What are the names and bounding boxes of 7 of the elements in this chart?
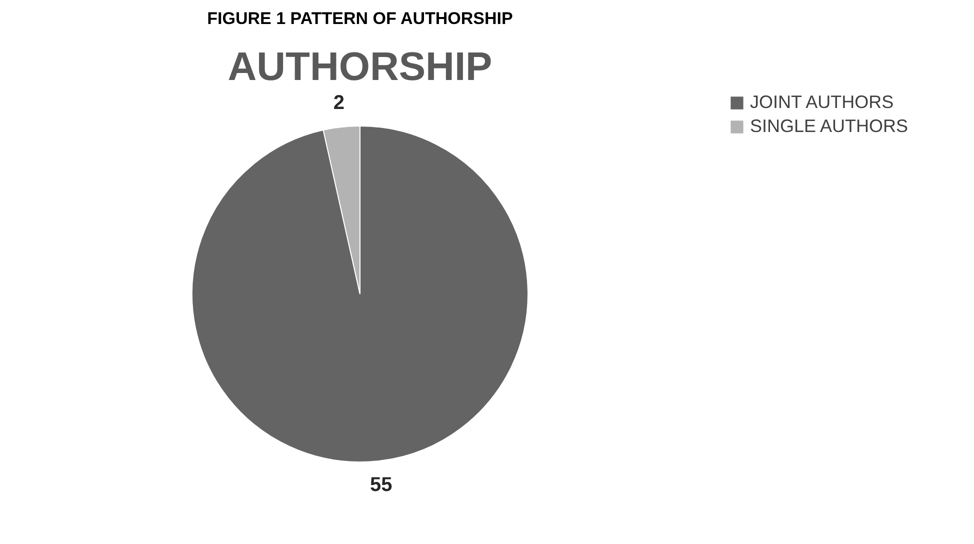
chart-title: FIGURE 1 PATTERN OF AUTHORSHIP	[207, 9, 513, 28]
data-label: 55	[370, 474, 392, 496]
chart-subtitle: AUTHORSHIP	[228, 45, 492, 90]
data-label: 2	[333, 92, 344, 114]
pie-slice	[192, 126, 528, 462]
legend-label: JOINT AUTHORS	[750, 92, 894, 112]
legend-label: SINGLE AUTHORS	[750, 116, 908, 136]
